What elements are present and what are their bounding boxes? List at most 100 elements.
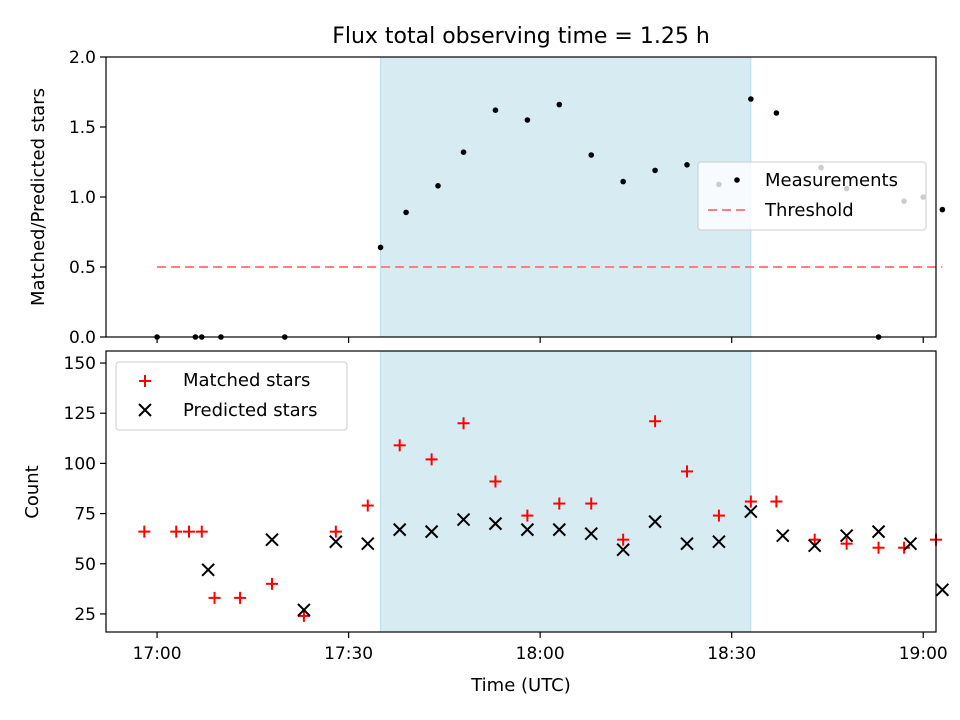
matched-star-point: [712, 509, 725, 522]
predicted-star-point: [265, 532, 279, 547]
predicted-star-point: [456, 512, 471, 527]
matched-stars-series: [138, 415, 942, 622]
predicted-star-point: [488, 516, 503, 531]
predicted-star-point: [297, 603, 311, 617]
matched-star-point: [744, 495, 757, 508]
legend-matched-label: Matched stars: [183, 370, 310, 391]
bottom-y-tick-label: 50: [74, 555, 96, 575]
legend-measurements-label: Measurements: [765, 170, 898, 191]
legend-predicted-label: Predicted stars: [183, 400, 317, 421]
matched-star-point: [808, 533, 821, 546]
matched-star-point: [170, 525, 183, 538]
matched-star-point: [840, 537, 853, 550]
measurement-point: [524, 117, 531, 123]
predicted-star-point: [520, 522, 535, 537]
top-y-tick-label: 0.0: [69, 328, 96, 348]
predicted-star-point: [329, 534, 343, 549]
matched-star-point: [183, 525, 195, 538]
top-legend: Measurements Threshold: [697, 161, 927, 231]
measurement-point: [460, 149, 467, 155]
predicted-star-point: [392, 522, 407, 537]
bottom-y-tick-label: 25: [74, 605, 96, 625]
measurement-point: [939, 206, 946, 213]
chart-title: Flux total observing time = 1.25 h: [332, 24, 710, 49]
matched-star-point: [872, 541, 885, 554]
x-tick-label: 19:00: [899, 644, 948, 664]
matched-star-point: [489, 475, 502, 488]
measurement-point: [435, 183, 441, 189]
top-x-ticks: [156, 337, 924, 343]
matched-star-point: [770, 495, 783, 508]
bottom-y-tick-label: 100: [64, 454, 96, 474]
legend-predicted-marker: [138, 403, 152, 417]
x-tick-label: 18:00: [516, 644, 565, 664]
predicted-star-point: [712, 534, 726, 549]
matched-star-point: [138, 525, 151, 538]
matched-star-point: [361, 499, 374, 512]
predicted-star-point: [839, 528, 854, 543]
predicted-star-point: [361, 536, 375, 551]
measurement-point: [748, 96, 754, 102]
top-y-tick-label: 2.0: [69, 48, 96, 68]
matched-star-point: [617, 533, 630, 546]
measurement-point: [652, 167, 658, 174]
matched-star-point: [425, 453, 438, 466]
matched-star-point: [329, 525, 342, 538]
top-y-tick-label: 1.5: [69, 118, 96, 138]
matched-star-point: [649, 415, 662, 428]
matched-star-point: [521, 509, 534, 522]
x-axis-label: Time (UTC): [470, 675, 571, 696]
matched-star-point: [393, 439, 406, 452]
matched-star-point: [234, 591, 247, 604]
measurement-point: [403, 209, 409, 216]
bottom-y-ticks: 25 50 75 100 125 150: [64, 354, 106, 625]
top-y-tick-label: 0.5: [69, 258, 96, 278]
x-tick-label: 17:00: [133, 644, 182, 664]
bottom-y-tick-label: 150: [64, 354, 96, 374]
measurement-point: [620, 178, 626, 185]
predicted-star-point: [616, 543, 630, 557]
predicted-star-point: [871, 524, 886, 539]
legend-threshold-label: Threshold: [764, 200, 854, 221]
bottom-y-axis-label: Count: [22, 465, 43, 518]
predicted-star-point: [744, 504, 758, 519]
predicted-star-point: [903, 536, 918, 551]
top-highlight-span: [380, 56, 752, 338]
predicted-star-point: [424, 524, 439, 539]
measurement-point: [684, 162, 690, 168]
predicted-star-point: [201, 563, 215, 577]
predicted-star-point: [935, 583, 950, 597]
legend-matched-marker: [139, 375, 151, 387]
bottom-legend: Matched stars Predicted stars: [115, 361, 348, 431]
top-y-ticks: 0.0 0.5 1.0 1.5 2.0: [69, 48, 106, 348]
matched-star-point: [195, 525, 208, 538]
legend-measurements-marker: [734, 177, 740, 183]
matched-star-point: [585, 497, 598, 510]
predicted-star-point: [807, 538, 822, 553]
top-y-tick-label: 1.0: [69, 188, 96, 208]
x-tick-label: 18:30: [707, 644, 756, 664]
matched-star-point: [457, 417, 470, 430]
x-tick-label: 17:30: [324, 644, 373, 664]
predicted-star-point: [648, 514, 662, 529]
top-y-axis-label: Matched/Predicted stars: [28, 88, 49, 306]
bottom-panel: 25 50 75 100 125 150 17:00 17:30 18:00 18:30 19:0…: [22, 350, 950, 696]
matched-star-point: [898, 541, 911, 554]
measurement-point: [492, 107, 499, 113]
bottom-y-tick-label: 125: [64, 404, 96, 424]
top-panel: Flux total observing time = 1.25 h 0.00.…: [28, 24, 946, 348]
bottom-legend-box: [115, 361, 348, 431]
measurement-point: [377, 244, 384, 251]
predicted-stars-series: [201, 504, 950, 617]
predicted-star-point: [680, 536, 694, 551]
top-legend-box: [697, 161, 927, 231]
bottom-axes-frame: [105, 350, 937, 633]
measurement-point: [556, 101, 563, 108]
bottom-highlight-span: [380, 350, 752, 633]
matched-star-point: [208, 591, 221, 604]
matched-star-point: [297, 609, 310, 622]
predicted-star-point: [552, 522, 567, 537]
predicted-star-point: [776, 528, 790, 543]
